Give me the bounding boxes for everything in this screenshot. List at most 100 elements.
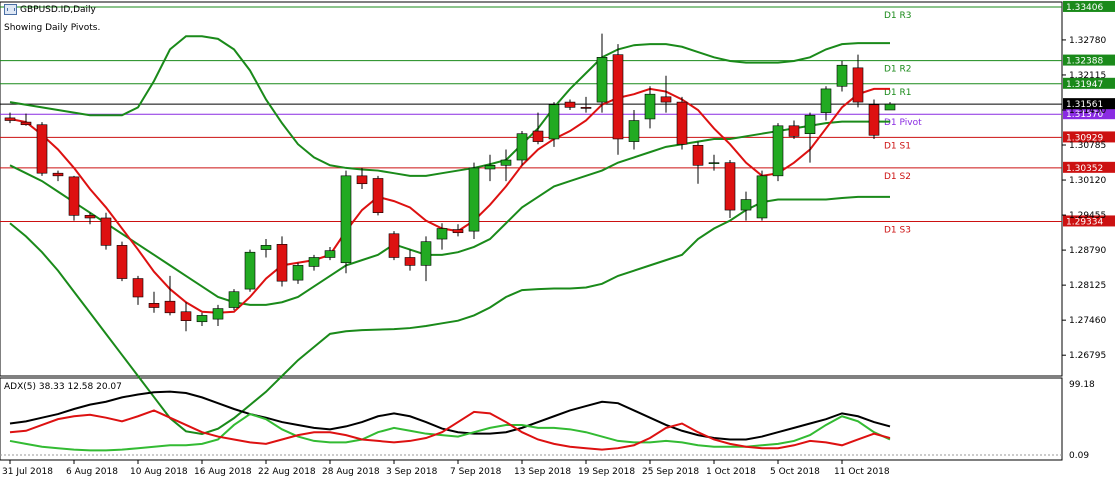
- candle-body: [340, 175, 352, 264]
- candle-body: [68, 176, 80, 216]
- candle-body: [404, 257, 416, 266]
- price-tick-label: 1.31450: [1069, 106, 1106, 116]
- adx-indicator-label: ADX(5) 38.33 12.58 20.07: [4, 382, 122, 392]
- time-tick-label: 1 Oct 2018: [706, 467, 756, 477]
- candle-body: [292, 265, 304, 281]
- moving-average-red-line: [9, 87, 890, 314]
- candle-body: [260, 245, 272, 250]
- candle-body: [820, 88, 832, 113]
- candle-body: [772, 125, 784, 177]
- candle-body: [452, 229, 464, 234]
- chart-window-icon: [4, 4, 17, 15]
- moving-average-lines: [9, 87, 890, 314]
- candle-body: [356, 175, 368, 185]
- symbol-title: GBPUSD.ID,Daily: [20, 4, 96, 15]
- candle-body: [676, 101, 688, 145]
- chart-frame: [0, 1, 1063, 461]
- price-tick-label: 1.28790: [1069, 246, 1106, 256]
- band-lower-line: [9, 195, 890, 435]
- candle-body: [884, 103, 896, 111]
- time-tick-label: 16 Aug 2018: [194, 467, 252, 477]
- candle-body: [372, 178, 384, 214]
- price-axis: 1.33406 1.32388 1.31947 1.31370 1.30929 1.303…: [1062, 0, 1115, 361]
- candle-body: [612, 54, 624, 140]
- pivots-subtitle: Showing Daily Pivots.: [4, 23, 101, 33]
- pivot-level-label: D1 Pivot: [884, 118, 922, 128]
- candle-body: [516, 133, 528, 161]
- candle-body: [788, 125, 800, 137]
- candle-body: [212, 308, 224, 320]
- candle-body: [740, 199, 752, 211]
- adx-plot-border: [0, 377, 1063, 461]
- time-tick-label: 3 Sep 2018: [386, 467, 438, 477]
- time-tick-label: 25 Sep 2018: [642, 467, 699, 477]
- pivot-level-label: D1 R1: [884, 88, 912, 98]
- candle-body: [852, 67, 864, 103]
- candle-body: [228, 291, 240, 308]
- candle-body: [100, 217, 112, 246]
- time-tick-label: 31 Jul 2018: [2, 467, 53, 477]
- candle-body: [644, 93, 656, 120]
- candle-body: [564, 101, 576, 108]
- chart-title-bar: GBPUSD.ID,Daily: [4, 4, 96, 15]
- band-middle-line: [9, 120, 890, 306]
- price-label-box: [1063, 77, 1115, 89]
- candle-body: [804, 114, 816, 134]
- candle-body: [388, 233, 400, 258]
- price-label-text: 1.30929: [1066, 133, 1103, 143]
- price-label-box: [1063, 108, 1115, 120]
- band-lines: [9, 35, 890, 435]
- price-tick-label: 1.30120: [1069, 176, 1106, 186]
- candle-body: [580, 107, 592, 109]
- candle-body: [724, 162, 736, 211]
- candle-body: [36, 124, 48, 174]
- pivot-level-label: D1 R3: [884, 11, 912, 21]
- price-tick-label: 1.32115: [1069, 71, 1106, 81]
- price-label-text: 1.29334: [1066, 217, 1103, 227]
- price-tick-label: 1.28125: [1069, 281, 1106, 291]
- candle-body: [436, 228, 448, 240]
- candle-body: [548, 104, 560, 140]
- time-tick-label: 19 Sep 2018: [578, 467, 635, 477]
- candlesticks: [4, 33, 896, 332]
- time-tick-label: 28 Aug 2018: [322, 467, 380, 477]
- candle-body: [84, 215, 96, 219]
- price-tick-label: 1.30785: [1069, 141, 1106, 151]
- price-label-text: 1.31947: [1066, 80, 1103, 90]
- pivot-level-label: D1 S3: [884, 225, 911, 235]
- candle-body: [756, 175, 768, 219]
- candle-body: [532, 130, 544, 142]
- time-axis: 31 Jul 2018 6 Aug 2018 10 Aug 2018 16 Aug 2…: [2, 460, 890, 477]
- candle-body: [596, 57, 608, 103]
- time-tick-label: 5 Oct 2018: [770, 467, 820, 477]
- main-plot-border: [0, 1, 1063, 377]
- candle-body: [420, 241, 432, 266]
- time-tick-label: 11 Oct 2018: [834, 467, 890, 477]
- candle-body: [52, 172, 64, 177]
- pivot-level-label: D1 S1: [884, 141, 911, 151]
- price-label-box: [1063, 215, 1115, 227]
- candle-body: [116, 245, 128, 279]
- adx-scale-top: 99.18: [1069, 380, 1095, 390]
- adx-plus-line: [9, 412, 891, 452]
- price-tick-label: 1.26795: [1069, 351, 1106, 361]
- candle-body: [628, 120, 640, 142]
- band-upper-line: [9, 35, 890, 177]
- candle-body: [868, 104, 880, 136]
- time-tick-label: 7 Sep 2018: [450, 467, 502, 477]
- candle-body: [276, 244, 288, 282]
- candle-body: [708, 162, 720, 164]
- candle-body: [484, 164, 496, 170]
- candle-body: [20, 121, 32, 126]
- candle-body: [836, 64, 848, 87]
- candle-body: [244, 251, 256, 290]
- candle-body: [692, 144, 704, 166]
- candle-body: [500, 159, 512, 166]
- adx-scale-bottom: 0.09: [1069, 451, 1089, 461]
- price-label-box: [1063, 131, 1115, 143]
- adx-main-line: [9, 390, 891, 441]
- price-tick-label: 1.32780: [1069, 36, 1106, 46]
- price-label-text: 1.31370: [1066, 110, 1103, 120]
